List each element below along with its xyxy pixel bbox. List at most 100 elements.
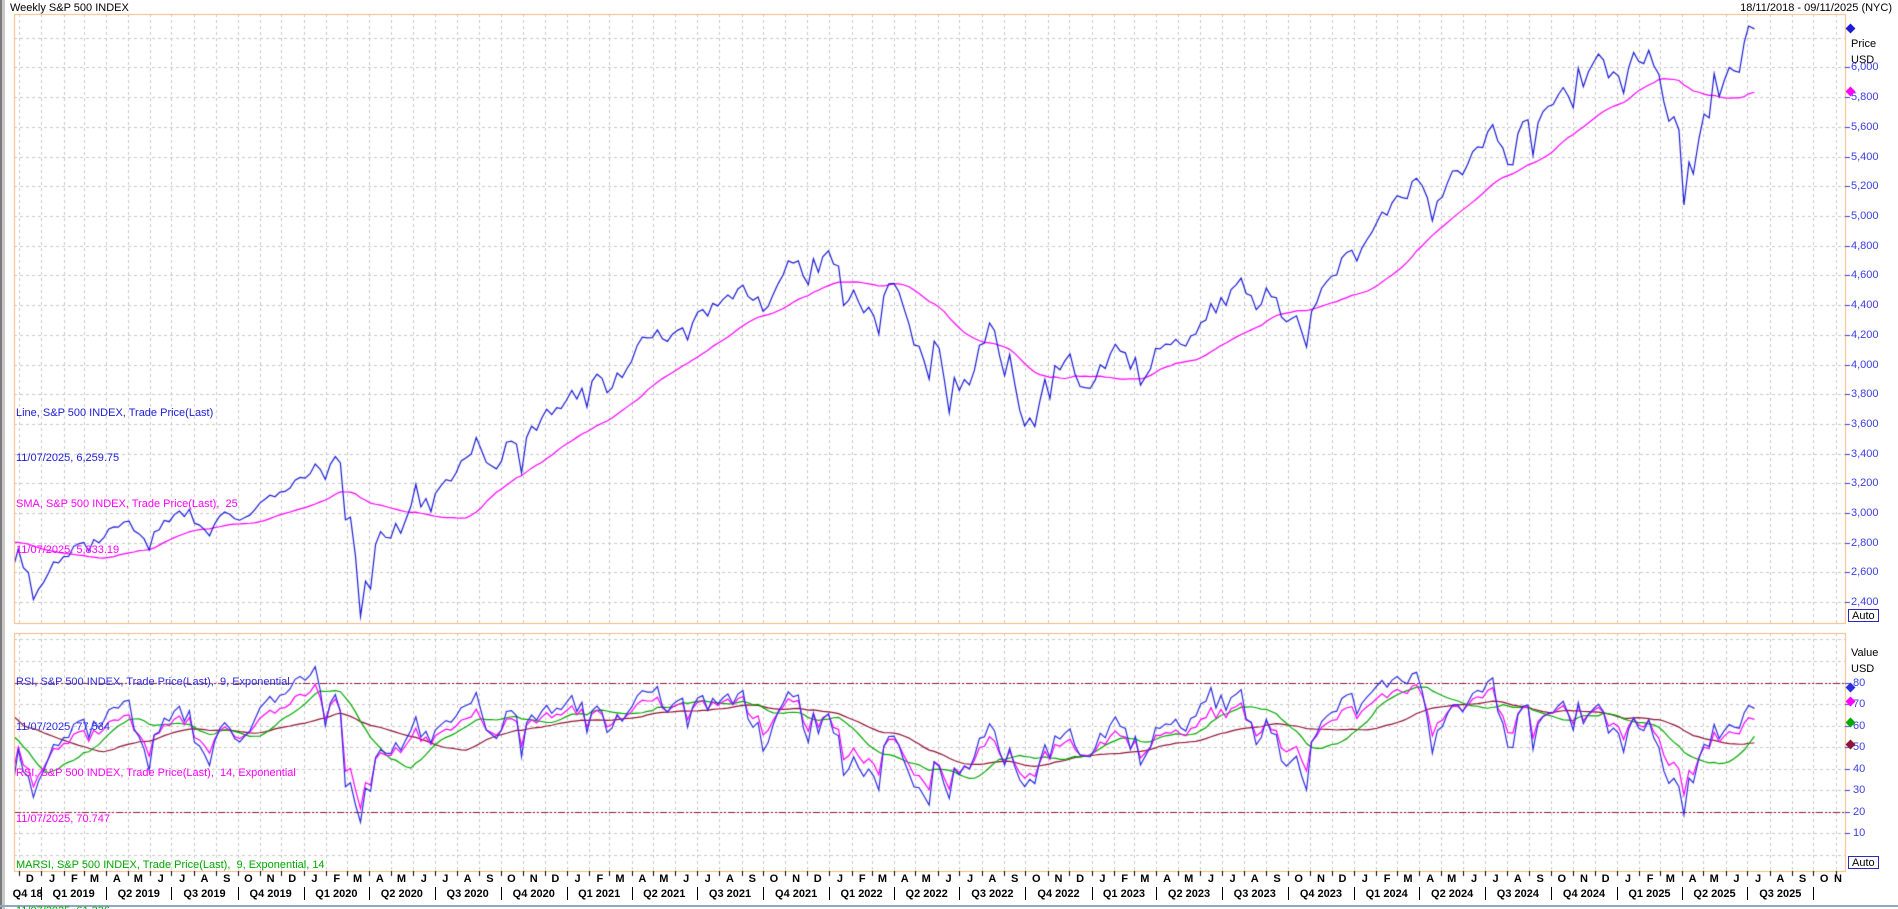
value-tick-label: 60 bbox=[1853, 719, 1866, 732]
value-axis-header-line2: USD bbox=[1851, 663, 1875, 675]
quarter-separator-bar bbox=[238, 887, 239, 900]
quarter-label: Q4 2024 bbox=[1562, 888, 1606, 900]
main-auto-scale-button[interactable]: Auto bbox=[1848, 609, 1879, 622]
month-label: N bbox=[1580, 873, 1589, 885]
value-tick-label: 80 bbox=[1853, 676, 1866, 689]
month-label: J bbox=[1754, 873, 1762, 885]
main-legend: Line, S&P 500 INDEX, Trade Price(Last) 1… bbox=[16, 375, 238, 589]
month-label: A bbox=[1513, 873, 1522, 885]
quarter-label: Q3 2023 bbox=[1233, 888, 1276, 900]
quarter-label: Q1 2024 bbox=[1365, 888, 1408, 900]
price-axis-header-line2: USD bbox=[1851, 54, 1875, 66]
month-label: A bbox=[200, 873, 209, 885]
quarter-label: Q4 18 bbox=[12, 888, 43, 900]
quarter-label: Q3 2020 bbox=[446, 888, 489, 900]
value-axis-header: Value USD bbox=[1851, 645, 1878, 677]
value-tick-label: 30 bbox=[1853, 784, 1866, 797]
month-label: S bbox=[486, 873, 494, 885]
quarter-label: Q1 2020 bbox=[315, 888, 358, 900]
month-label: M bbox=[1709, 873, 1719, 885]
price-tick-label: 5,200 bbox=[1851, 180, 1879, 193]
marsi9-legend-value: 11/07/2025, 61.336 bbox=[16, 904, 331, 909]
quarter-separator-bar bbox=[1551, 887, 1552, 900]
month-label: M bbox=[921, 873, 931, 885]
quarter-separator-bar bbox=[304, 887, 305, 900]
month-label: S bbox=[1011, 873, 1019, 885]
main-legend-sma-value: 11/07/2025, 5,833.19 bbox=[16, 544, 120, 557]
quarter-label: Q2 2021 bbox=[643, 888, 686, 900]
price-tick-label: 5,000 bbox=[1851, 210, 1879, 222]
month-label: M bbox=[1447, 873, 1457, 885]
month-label: M bbox=[133, 873, 143, 885]
quarter-label: Q2 2025 bbox=[1693, 888, 1736, 900]
quarter-separator-bar bbox=[894, 887, 895, 900]
month-label: M bbox=[1184, 873, 1194, 885]
quarter-separator-bar bbox=[1156, 887, 1157, 900]
month-label: J bbox=[1229, 873, 1236, 885]
price-tick-label: 3,200 bbox=[1851, 477, 1879, 490]
quarter-label: Q4 2021 bbox=[775, 888, 818, 900]
quarter-separator-bar bbox=[1617, 887, 1618, 900]
quarter-label: Q2 2022 bbox=[905, 888, 948, 900]
month-label: J bbox=[49, 873, 56, 885]
price-tick-label: 5,600 bbox=[1851, 120, 1879, 133]
lower-auto-scale-button[interactable]: Auto bbox=[1848, 856, 1879, 869]
month-label: J bbox=[967, 873, 974, 885]
price-axis-header: Price USD bbox=[1851, 36, 1876, 68]
month-label: J bbox=[1207, 873, 1214, 885]
quarter-separator-bar bbox=[41, 887, 42, 900]
quarter-separator-bar bbox=[1354, 887, 1355, 900]
price-tick-label: 2,400 bbox=[1851, 596, 1879, 609]
price-tick-label: 3,600 bbox=[1851, 417, 1879, 430]
month-label: F bbox=[596, 873, 604, 885]
price-axis-header-line1: Price bbox=[1851, 38, 1877, 50]
month-label: M bbox=[89, 873, 100, 885]
quarter-separator-bar bbox=[106, 887, 107, 900]
month-label: F bbox=[333, 873, 341, 885]
chart-title: Weekly S&P 500 INDEX bbox=[10, 2, 129, 14]
quarter-separator-bar bbox=[171, 887, 172, 900]
month-label: M bbox=[615, 873, 625, 885]
price-tick-label: 2,800 bbox=[1851, 536, 1879, 549]
month-label: F bbox=[71, 873, 78, 885]
month-label: A bbox=[112, 873, 121, 885]
quarter-separator-bar bbox=[697, 887, 698, 900]
month-label: J bbox=[1624, 873, 1631, 885]
month-label: A bbox=[988, 873, 997, 885]
rsi9-legend-value: 11/07/2025, 77.534 bbox=[16, 721, 110, 734]
price-tick-label: 4,200 bbox=[1851, 328, 1879, 341]
quarter-label: Q3 2021 bbox=[708, 888, 752, 900]
month-label: S bbox=[223, 873, 231, 885]
quarter-separator-bar bbox=[1288, 887, 1289, 900]
month-label: J bbox=[179, 873, 186, 885]
price-tick-label: 3,400 bbox=[1851, 447, 1879, 460]
month-label: D bbox=[813, 873, 822, 885]
month-label: O bbox=[769, 873, 779, 885]
month-label: J bbox=[1361, 873, 1368, 885]
month-label: O bbox=[1557, 873, 1567, 885]
month-label: J bbox=[311, 873, 318, 885]
month-label: A bbox=[1250, 873, 1259, 885]
price-tick-label: 5,800 bbox=[1851, 91, 1879, 104]
month-label: A bbox=[638, 873, 647, 885]
month-label: N bbox=[1316, 873, 1325, 885]
month-label: J bbox=[1099, 873, 1106, 885]
month-label: O bbox=[1031, 873, 1041, 885]
price-tick-label: 6,000 bbox=[1851, 61, 1879, 74]
quarter-label: Q1 2021 bbox=[578, 888, 621, 900]
month-label: O bbox=[244, 873, 253, 885]
month-label: J bbox=[157, 873, 164, 885]
price-tick-label: 4,000 bbox=[1851, 358, 1879, 371]
month-label: F bbox=[1646, 873, 1654, 885]
quarter-separator-bar bbox=[1025, 887, 1026, 900]
rsi9-legend-label: RSI, S&P 500 INDEX, Trade Price(Last), 9… bbox=[16, 675, 290, 688]
month-label: S bbox=[1273, 873, 1281, 885]
quarter-separator-bar bbox=[1682, 887, 1683, 900]
quarter-label: Q4 2019 bbox=[249, 888, 292, 900]
month-label: J bbox=[1492, 873, 1499, 885]
month-label: D bbox=[1076, 873, 1085, 885]
month-label: A bbox=[1163, 873, 1172, 885]
quarter-separator-bar bbox=[501, 887, 502, 900]
